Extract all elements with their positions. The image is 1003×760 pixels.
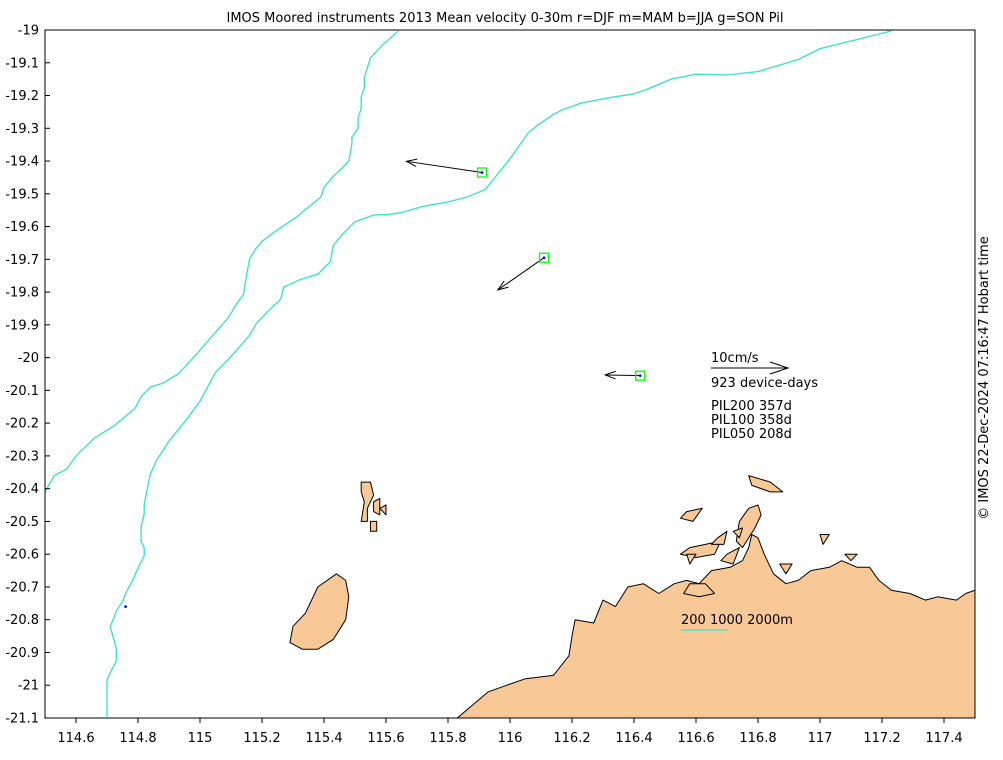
- mooring-point-pil200: [480, 171, 484, 174]
- mooring-box-pil200: [476, 167, 488, 178]
- velocity-arrow-pil050: [605, 374, 641, 377]
- y-tick-label: -21.1: [5, 712, 39, 727]
- x-tick-label: 115.2: [243, 731, 280, 746]
- velocity-arrowhead-pil050: [603, 370, 616, 380]
- x-tick-label: 117.2: [863, 731, 900, 746]
- y-tick-label: -19.6: [5, 220, 39, 235]
- island: [379, 504, 387, 516]
- y-tick-label: -19.7: [5, 253, 39, 268]
- velocity-arrowhead-pil200: [405, 158, 418, 167]
- x-tick-label: 115.4: [305, 731, 342, 746]
- mooring-box-pil100: [538, 252, 550, 263]
- mainland: [456, 534, 975, 718]
- mooring-label-pil100: PIL100 358d: [711, 413, 792, 428]
- isobath-layer: [45, 30, 892, 717]
- isobath-200m: [106, 30, 892, 717]
- velocity-arrow-pil200: [406, 160, 483, 174]
- island: [680, 540, 722, 558]
- scale-speed-label: 10cm/s: [711, 351, 759, 366]
- island: [779, 563, 793, 575]
- x-axis: 114.6 114.8 115 115.2 115.4 115.6 115.8 116 116.…: [57, 718, 963, 746]
- isobath-legend-label: 200 1000 2000m: [681, 613, 793, 628]
- island: [720, 547, 740, 565]
- y-axis: -19 -19.1 -19.2 -19.3 -19.4 -19.5 -19.6 -19.7 -1…: [5, 24, 50, 727]
- land-layer: [289, 475, 975, 718]
- y-tick-label: -20.7: [5, 580, 39, 595]
- island: [360, 481, 375, 522]
- x-tick-label: 117.4: [925, 731, 962, 746]
- y-tick-label: -19.8: [5, 286, 39, 301]
- mooring-point-pil100: [542, 256, 546, 259]
- y-tick-label: -19.5: [5, 187, 39, 202]
- mooring-box-pil050: [635, 370, 646, 381]
- island: [686, 553, 697, 565]
- island: [373, 498, 381, 516]
- velocity-arrowhead-pil100: [496, 280, 509, 291]
- y-tick-label: -19.3: [5, 122, 39, 137]
- y-tick-label: -19.2: [5, 89, 39, 104]
- credit-text: © IMOS 22-Dec-2024 07:16:47 Hobart time: [977, 236, 992, 520]
- y-tick-label: -20.3: [5, 449, 39, 464]
- x-tick-label: 114.6: [57, 731, 94, 746]
- scale-arrow-head: [769, 361, 790, 375]
- y-tick-label: -20.2: [5, 417, 39, 432]
- x-tick-label: 115.6: [367, 731, 404, 746]
- x-tick-label: 115: [188, 731, 213, 746]
- island: [711, 530, 728, 545]
- mooring-label-pil200: PIL200 357d: [711, 399, 792, 414]
- isobath-1000m: [45, 30, 399, 493]
- y-tick-label: -21: [18, 679, 39, 694]
- x-tick-label: 114.8: [119, 731, 156, 746]
- mooring-layer: [405, 158, 646, 381]
- x-tick-label: 117: [808, 731, 833, 746]
- mooring-point-pil050: [638, 374, 642, 377]
- y-tick-label: -20.6: [5, 548, 39, 563]
- y-tick-label: -20.5: [5, 515, 39, 530]
- y-tick-label: -19.4: [5, 155, 39, 170]
- island: [289, 573, 350, 650]
- island: [844, 553, 858, 562]
- x-tick-label: 115.8: [429, 731, 466, 746]
- island: [732, 527, 743, 539]
- island: [683, 583, 716, 598]
- y-tick-label: -20: [18, 351, 39, 366]
- y-tick-label: -20.4: [5, 482, 39, 497]
- chart-title: IMOS Moored instruments 2013 Mean veloci…: [226, 11, 783, 26]
- x-tick-label: 116: [498, 731, 523, 746]
- station-marker: [124, 605, 127, 609]
- y-tick-label: -20.8: [5, 613, 39, 628]
- island: [748, 475, 784, 493]
- y-tick-label: -19.9: [5, 318, 39, 333]
- y-tick-label: -20.9: [5, 646, 39, 661]
- y-tick-label: -20.1: [5, 384, 39, 399]
- y-tick-label: -19.1: [5, 56, 39, 71]
- island: [370, 520, 378, 532]
- x-tick-label: 116.4: [615, 731, 652, 746]
- x-tick-label: 116.8: [739, 731, 776, 746]
- y-tick-label: -19: [18, 24, 39, 39]
- island: [819, 534, 830, 545]
- island: [735, 504, 762, 549]
- scale-device-days: 923 device-days: [711, 376, 818, 391]
- x-tick-label: 116.6: [677, 731, 714, 746]
- mooring-label-pil050: PIL050 208d: [711, 427, 792, 442]
- island: [680, 507, 703, 522]
- x-tick-label: 116.2: [553, 731, 590, 746]
- velocity-arrow-pil100: [497, 257, 545, 291]
